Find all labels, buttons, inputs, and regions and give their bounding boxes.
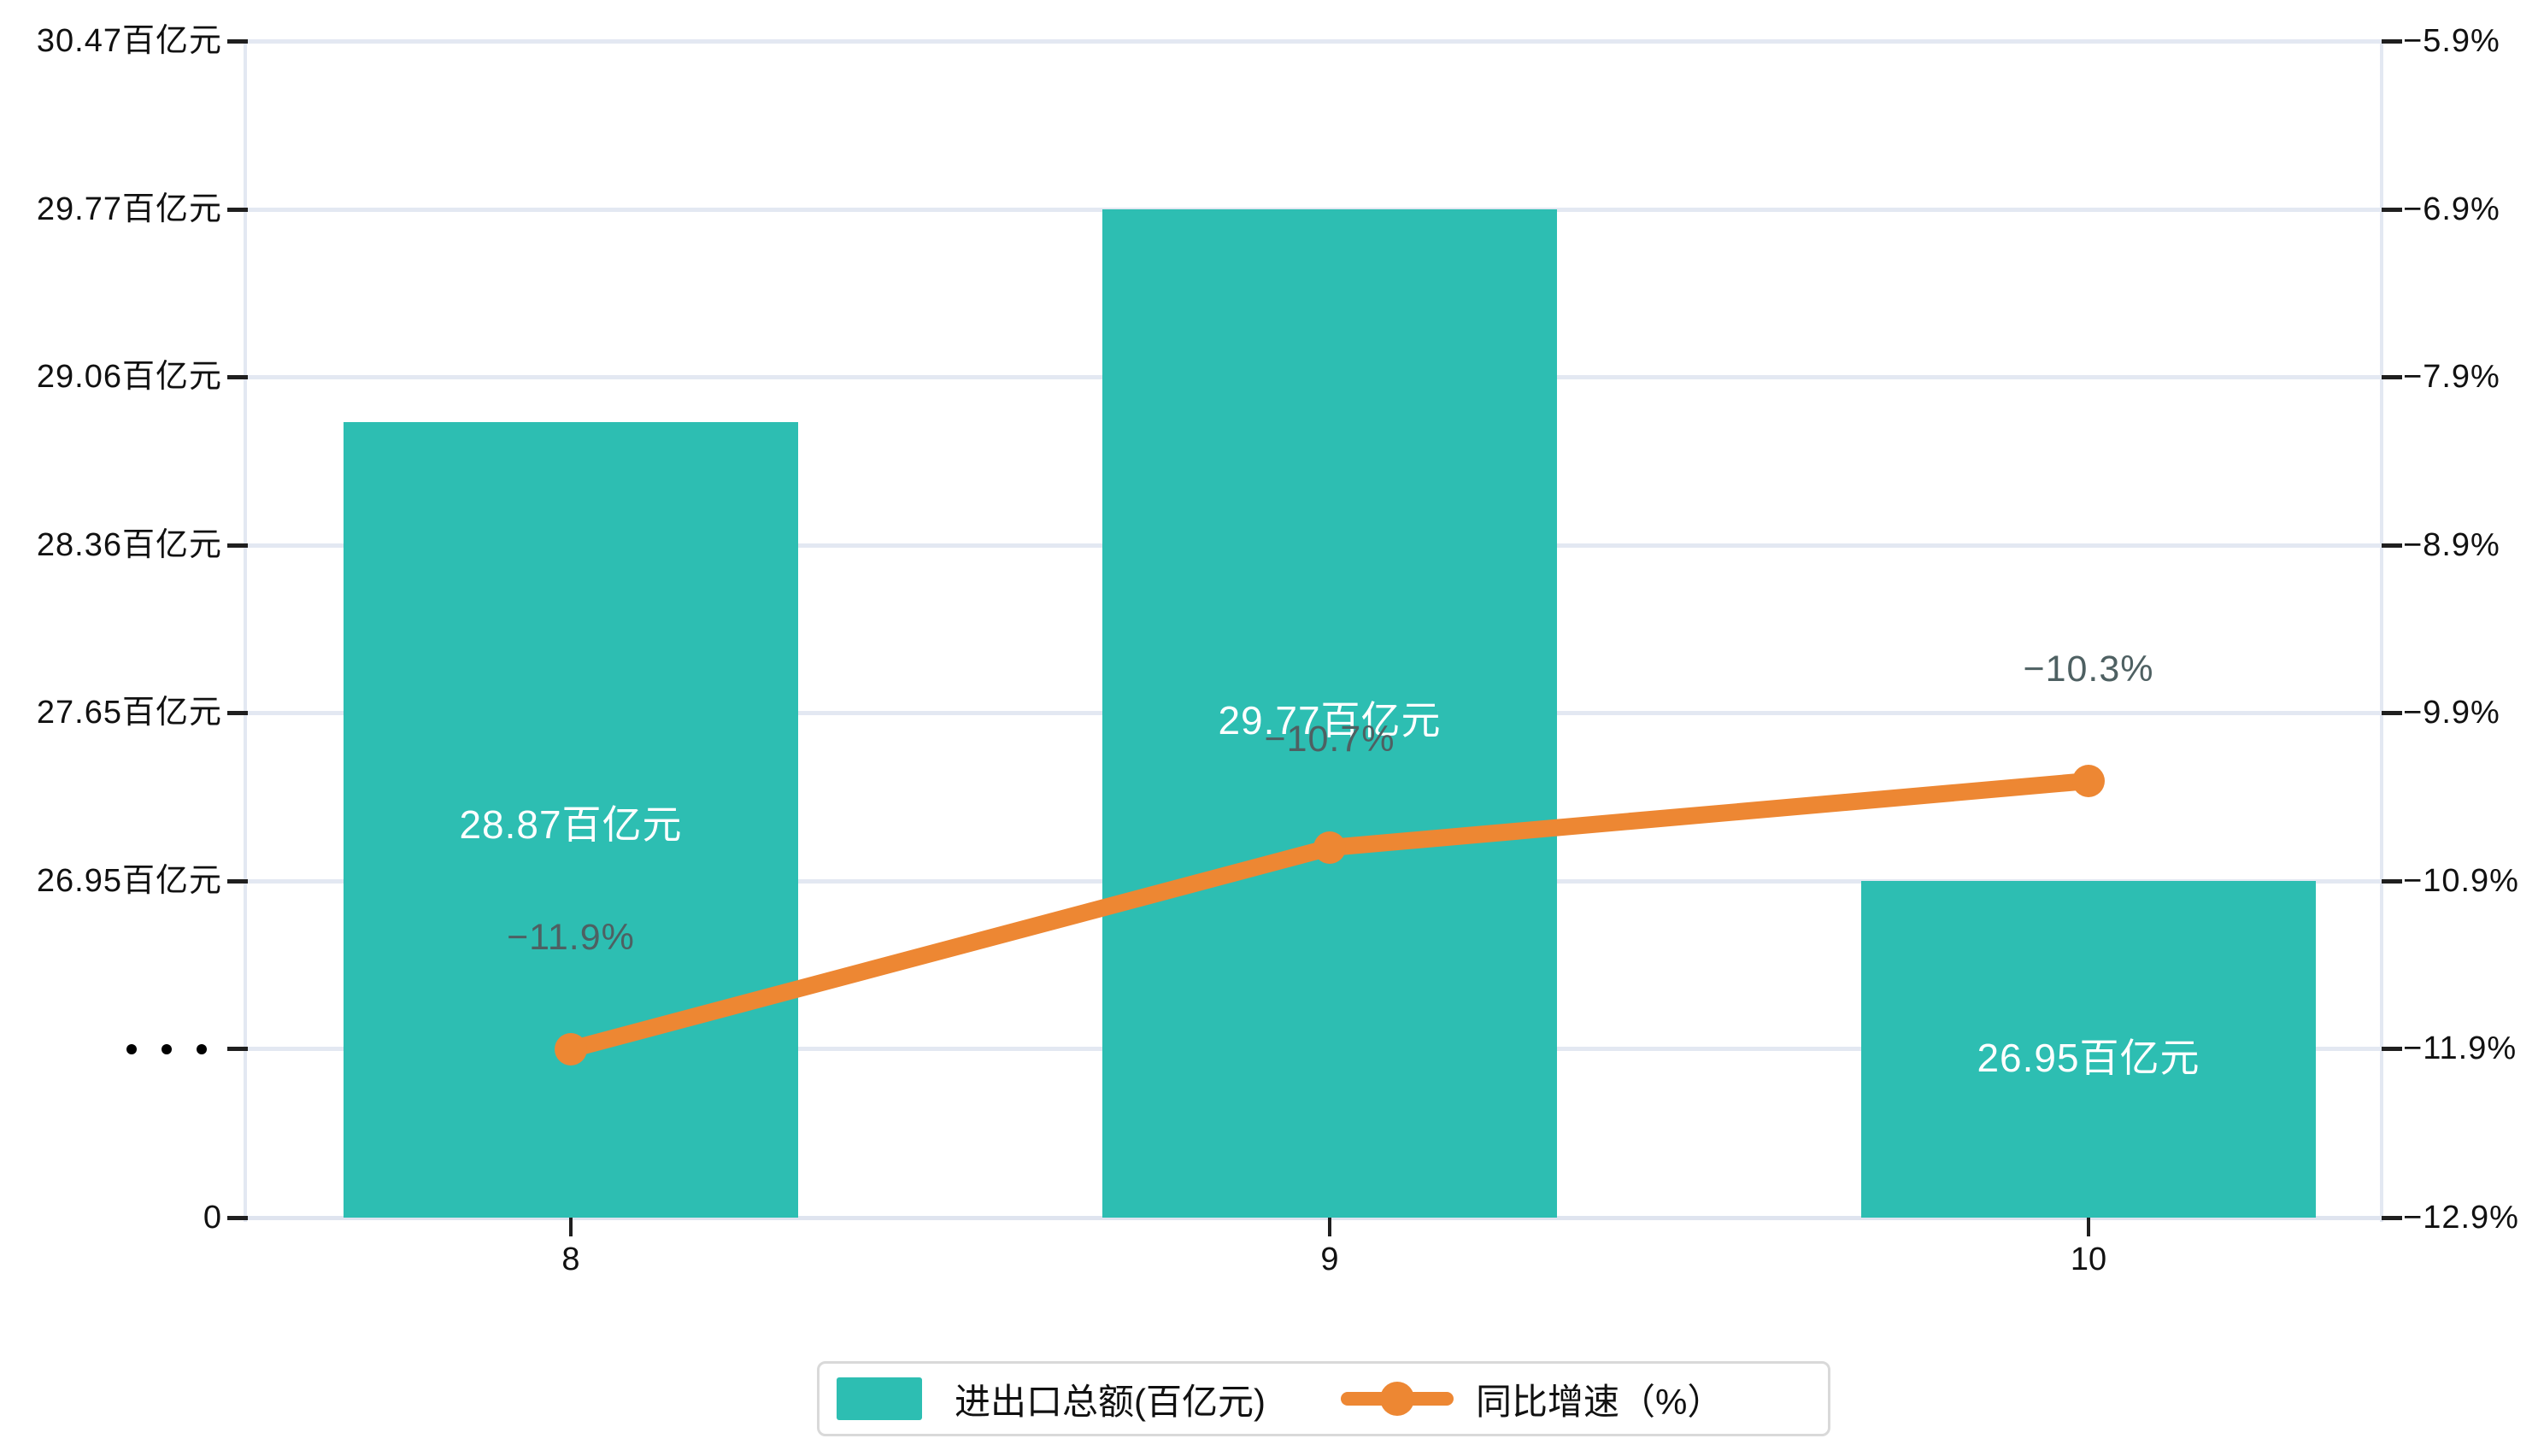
y-right-label: −7.9% bbox=[2403, 359, 2500, 395]
y-right-label: −11.9% bbox=[2403, 1030, 2517, 1066]
bar-value-label: 28.87百亿元 bbox=[459, 802, 683, 847]
y-right-label: −5.9% bbox=[2403, 23, 2500, 59]
y-left-label: 28.36百亿元 bbox=[36, 527, 222, 563]
y-right-label: −6.9% bbox=[2403, 191, 2500, 227]
y-left-tick bbox=[227, 879, 248, 884]
y-left-label: 0 bbox=[203, 1200, 222, 1236]
x-label-month-9: 9 bbox=[1320, 1242, 1339, 1277]
line-value-label: −10.3% bbox=[2023, 649, 2154, 690]
x-label-month-10: 10 bbox=[2070, 1242, 2107, 1277]
y-left-tick bbox=[227, 1216, 248, 1220]
bar-month-10[interactable] bbox=[1861, 881, 2316, 1218]
y-right-tick bbox=[2382, 39, 2402, 44]
y-right-tick bbox=[2382, 1216, 2402, 1220]
bar-month-8[interactable] bbox=[344, 422, 798, 1218]
x-tick bbox=[2087, 1218, 2090, 1236]
line-value-label: −10.7% bbox=[1264, 719, 1395, 760]
y-right-tick bbox=[2382, 208, 2402, 212]
y-right-tick bbox=[2382, 1047, 2402, 1051]
y-right-tick bbox=[2382, 711, 2402, 715]
y-left-tick bbox=[227, 711, 248, 715]
legend-bar-swatch-icon[interactable] bbox=[837, 1377, 922, 1420]
y-axis-left-line bbox=[244, 41, 247, 1222]
line-point-month-9[interactable] bbox=[1313, 831, 1346, 864]
y-left-label: 26.95百亿元 bbox=[36, 863, 222, 899]
y-left-tick bbox=[227, 208, 248, 212]
y-right-tick bbox=[2382, 543, 2402, 548]
gridline bbox=[245, 39, 2382, 44]
bar-value-label: 26.95百亿元 bbox=[1977, 1036, 2200, 1080]
line-point-month-8[interactable] bbox=[555, 1033, 587, 1066]
legend: 进出口总额(百亿元) 同比增速（%） bbox=[817, 1361, 1830, 1436]
y-left-tick bbox=[227, 1047, 248, 1051]
y-right-label: −9.9% bbox=[2403, 695, 2500, 731]
bar-value-label: 29.77百亿元 bbox=[1218, 698, 1442, 743]
y-right-tick bbox=[2382, 375, 2402, 379]
y-right-label: −12.9% bbox=[2403, 1200, 2519, 1236]
legend-line-label[interactable]: 同比增速（%） bbox=[1475, 1381, 1724, 1422]
y-left-label: 29.06百亿元 bbox=[36, 359, 222, 395]
y-left-label: 27.65百亿元 bbox=[36, 695, 222, 731]
y-left-tick bbox=[227, 39, 248, 44]
y-left-tick bbox=[227, 375, 248, 379]
y-left-label: 29.77百亿元 bbox=[36, 191, 222, 227]
line-point-month-10[interactable] bbox=[2072, 765, 2105, 797]
y-axis-right-line bbox=[2380, 41, 2383, 1222]
x-axis-line bbox=[245, 1216, 2382, 1220]
x-tick bbox=[569, 1218, 573, 1236]
y-right-tick bbox=[2382, 879, 2402, 884]
line-value-label: −11.9% bbox=[507, 917, 635, 958]
y-left-label: 30.47百亿元 bbox=[36, 23, 222, 59]
legend-line-marker-icon[interactable] bbox=[1340, 1380, 1454, 1418]
x-label-month-8: 8 bbox=[561, 1242, 580, 1277]
y-right-label: −10.9% bbox=[2403, 863, 2519, 899]
y-left-tick bbox=[227, 543, 248, 548]
y-axis-break-dots bbox=[126, 1044, 212, 1054]
bar-month-9[interactable] bbox=[1102, 209, 1557, 1218]
y-right-label: −8.9% bbox=[2403, 527, 2500, 563]
x-tick bbox=[1328, 1218, 1331, 1236]
legend-bar-label[interactable]: 进出口总额(百亿元) bbox=[955, 1381, 1266, 1422]
